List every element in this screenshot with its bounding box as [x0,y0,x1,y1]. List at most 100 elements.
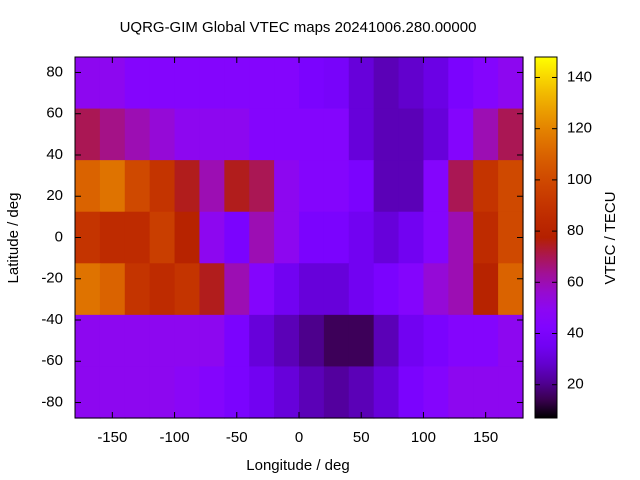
heatmap-cell [199,108,225,161]
heatmap-cell [299,263,325,316]
heatmap-cell [174,366,201,419]
heatmap-cell [423,108,449,161]
heatmap-cell [224,160,250,213]
heatmap-cell [473,314,499,368]
heatmap-cell [448,57,474,110]
heatmap-cell [448,160,474,213]
heatmap-cell [174,314,201,368]
heatmap-cell [224,108,250,161]
heatmap-cell [348,108,375,161]
heatmap-cell [199,314,225,368]
heatmap-cell [174,160,201,213]
heatmap-cell [498,57,524,110]
colorbar-tick-label: 120 [567,120,592,137]
heatmap-cell [199,263,225,316]
x-tick-label: -100 [160,429,190,446]
heatmap-cell [373,263,400,316]
heatmap-cell [224,263,250,316]
heatmap-cell [75,160,101,213]
colorbar-tick-label: 100 [567,171,592,188]
heatmap-cell [199,366,225,419]
y-tick-label: -80 [41,393,63,410]
heatmap-cell [299,211,325,264]
x-tick-label: -50 [226,429,248,446]
heatmap-cell [323,263,350,316]
heatmap-cell [124,160,151,213]
heatmap-cell [373,314,400,368]
heatmap-cell [423,263,449,316]
heatmap-cell [174,108,201,161]
heatmap-cell [124,314,151,368]
heatmap-cell [149,108,176,161]
heatmap-cell [75,57,101,110]
heatmap-cell [398,211,425,264]
heatmap-cell [299,108,325,161]
y-tick-label: 20 [46,187,63,204]
heatmap-cell [423,57,449,110]
heatmap-cell [274,314,300,368]
heatmap-cell [149,211,176,264]
heatmap-cell [99,314,126,368]
x-tick-label: 100 [411,429,436,446]
heatmap-cell [274,263,300,316]
heatmap-cell [299,366,325,419]
heatmap-cell [398,57,425,110]
y-tick-label: 40 [46,146,63,163]
heatmap-cell [124,211,151,264]
colorbar-tick-label: 40 [567,324,584,341]
y-tick-label: -20 [41,270,63,287]
colorbar-tick-label: 20 [567,376,584,393]
colorbar-tick-label: 140 [567,68,592,85]
colorbar-tick-label: 80 [567,222,584,239]
heatmap-cell [323,160,350,213]
heatmap-cell [473,108,499,161]
heatmap-cell [199,57,225,110]
heatmap-cell [149,263,176,316]
x-tick-label: 0 [295,429,303,446]
heatmap-cell [249,160,275,213]
heatmap-cell [398,108,425,161]
x-tick-label: 150 [473,429,498,446]
x-tick-label: -150 [97,429,127,446]
heatmap-cell [75,314,101,368]
heatmap-cell [473,160,499,213]
heatmap-cell [224,314,250,368]
heatmap-cell [373,160,400,213]
heatmap-cell [124,366,151,419]
y-tick-label: -60 [41,352,63,369]
heatmap-cell [398,366,425,419]
heatmap-cell [448,108,474,161]
heatmap-cell [249,57,275,110]
heatmap-cell [75,366,101,419]
heatmap-cell [274,57,300,110]
heatmap-cell [224,366,250,419]
y-axis-label: Latitude / deg [5,193,22,284]
heatmap-cell [323,366,350,419]
heatmap-cell [199,211,225,264]
heatmap-cell [174,57,201,110]
heatmap-cell [249,263,275,316]
heatmap-cell [348,263,375,316]
heatmap-cell [249,211,275,264]
colorbar-label: VTEC / TECU [602,191,619,284]
heatmap-cell [124,57,151,110]
heatmap-cell [348,57,375,110]
heatmap-cell [398,263,425,316]
heatmap-cell [398,314,425,368]
heatmap-cell [299,57,325,110]
heatmap-cell [473,263,499,316]
heatmap-cell [299,160,325,213]
heatmap-cell [448,314,474,368]
heatmap-cell [423,314,449,368]
heatmap-cell [373,57,400,110]
heatmap-cell [149,57,176,110]
heatmap-cell [99,160,126,213]
heatmap-cell [99,263,126,316]
heatmap-cell [124,108,151,161]
heatmap-cell [498,263,524,316]
heatmap-cell [348,211,375,264]
heatmap-cell [124,263,151,316]
heatmap-cell [99,211,126,264]
heatmap-cell [423,160,449,213]
